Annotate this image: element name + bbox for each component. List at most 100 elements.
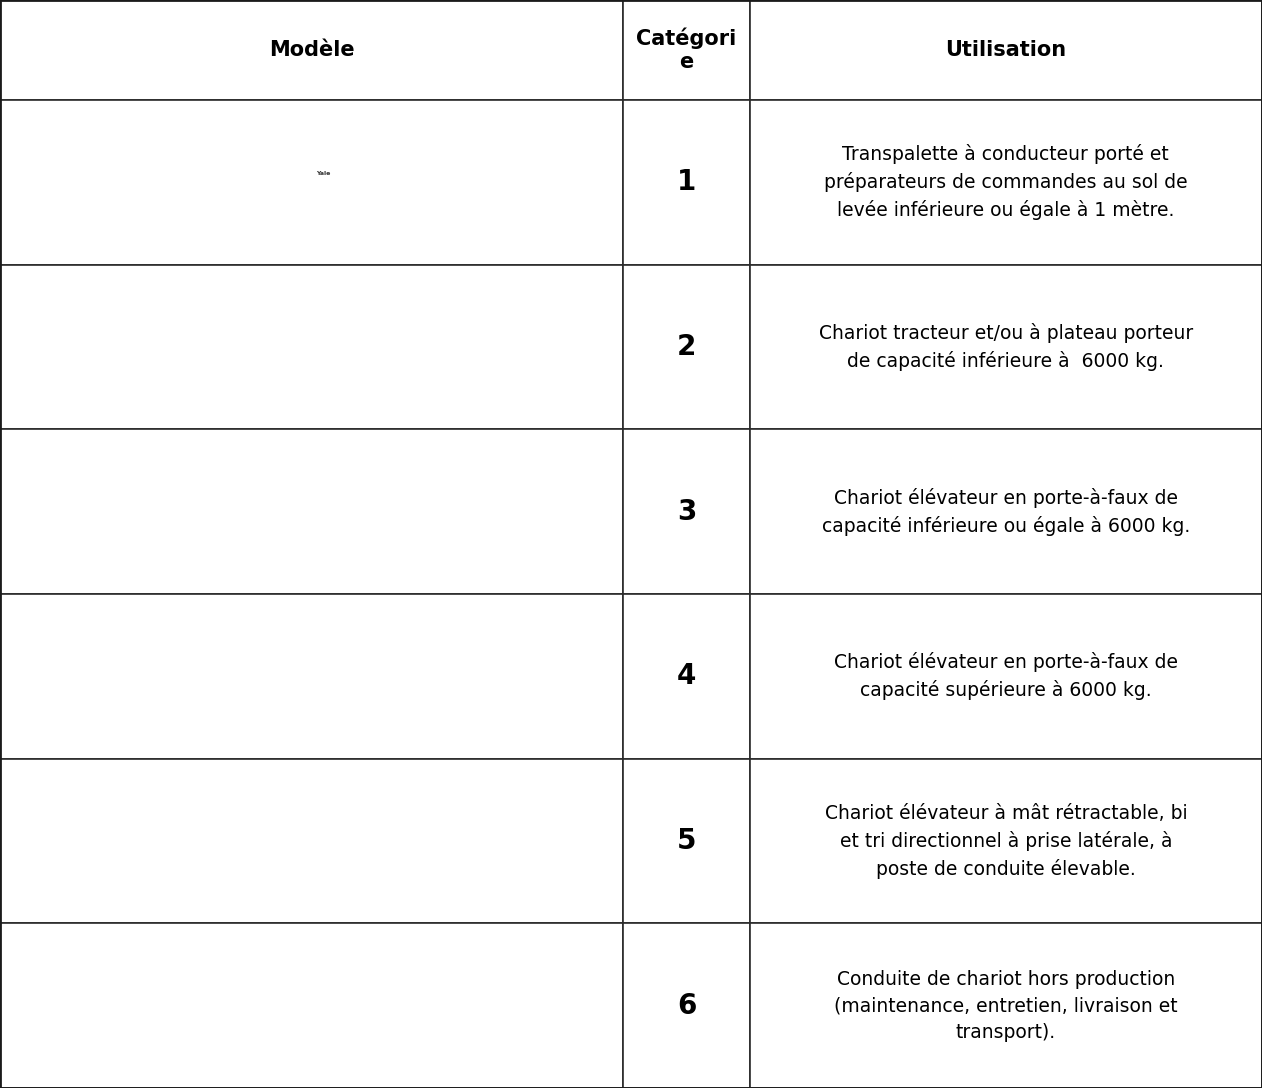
Bar (369, 844, 394, 850)
FancyBboxPatch shape (404, 165, 442, 199)
Bar (323, 184, 409, 189)
Circle shape (429, 195, 442, 207)
FancyBboxPatch shape (328, 319, 377, 345)
Bar (150, 856, 177, 862)
Bar (262, 631, 286, 635)
Bar (0, 430, 623, 594)
Circle shape (347, 696, 374, 724)
Bar (0, 758, 623, 924)
Bar (750, 594, 1262, 758)
Bar (222, 680, 266, 688)
Circle shape (250, 368, 261, 379)
Circle shape (345, 864, 361, 881)
Bar (623, 758, 750, 924)
Bar (338, 493, 357, 531)
Circle shape (353, 703, 367, 717)
Circle shape (405, 359, 429, 383)
Circle shape (198, 368, 208, 379)
Bar (319, 758, 327, 849)
Circle shape (245, 362, 266, 384)
Bar (623, 100, 750, 264)
Bar (218, 856, 245, 862)
Bar (623, 264, 750, 430)
Circle shape (273, 534, 284, 546)
Bar (245, 196, 295, 202)
Bar (623, 594, 750, 758)
Bar (262, 586, 273, 677)
FancyBboxPatch shape (290, 157, 352, 205)
Bar (207, 324, 247, 350)
Bar (262, 658, 286, 663)
Text: 2: 2 (676, 333, 697, 361)
Circle shape (345, 535, 355, 545)
Bar (106, 196, 165, 202)
Circle shape (338, 530, 360, 551)
Bar (425, 774, 433, 849)
Circle shape (193, 362, 213, 384)
Text: 3: 3 (676, 497, 697, 526)
Text: 4: 4 (676, 663, 697, 691)
Bar (0, 0, 623, 100)
Bar (222, 693, 266, 701)
Circle shape (158, 196, 173, 211)
Bar (750, 264, 1262, 430)
Text: Chariot élévateur en porte-à-faux de
capacité supérieure à 6000 kg.: Chariot élévateur en porte-à-faux de cap… (834, 653, 1177, 701)
Bar (180, 766, 188, 849)
Circle shape (390, 863, 404, 876)
Circle shape (293, 197, 308, 212)
Circle shape (191, 862, 207, 878)
Bar (278, 586, 286, 677)
Text: Catégori
e: Catégori e (636, 27, 737, 73)
FancyBboxPatch shape (266, 485, 346, 539)
Bar (750, 0, 1262, 100)
FancyBboxPatch shape (286, 823, 348, 866)
Bar (222, 526, 259, 531)
Circle shape (151, 863, 165, 876)
Bar (750, 924, 1262, 1088)
Bar (414, 774, 422, 849)
Circle shape (326, 359, 350, 383)
FancyBboxPatch shape (270, 650, 361, 709)
Bar (386, 856, 454, 864)
Text: Conduite de chariot hors production
(maintenance, entretien, livraison et
transp: Conduite de chariot hors production (mai… (834, 969, 1177, 1041)
Bar (262, 604, 286, 608)
Circle shape (266, 528, 290, 553)
Circle shape (230, 863, 244, 876)
Bar (266, 339, 304, 362)
Text: Chariot élévateur à mât rétractable, bi
et tri directionnel à prise latérale, à
: Chariot élévateur à mât rétractable, bi … (824, 804, 1188, 878)
Bar (750, 100, 1262, 264)
Text: 6: 6 (676, 991, 697, 1019)
Circle shape (281, 703, 297, 718)
Circle shape (274, 695, 304, 725)
Bar (106, 186, 165, 193)
Text: Chariot tracteur et/ou à plateau porteur
de capacité inférieure à  6000 kg.: Chariot tracteur et/ou à plateau porteur… (819, 323, 1193, 371)
FancyBboxPatch shape (404, 823, 453, 866)
Bar (0, 264, 623, 430)
Text: 1: 1 (676, 169, 697, 197)
Circle shape (406, 195, 419, 207)
Text: Yale: Yale (316, 171, 331, 176)
Bar (0, 100, 623, 264)
Text: Modèle: Modèle (269, 40, 355, 60)
Bar (327, 339, 432, 366)
Bar (0, 594, 623, 758)
Bar (623, 0, 750, 100)
Text: 5: 5 (676, 827, 697, 855)
Bar (192, 766, 199, 849)
Circle shape (410, 366, 423, 378)
FancyBboxPatch shape (170, 819, 225, 866)
Circle shape (442, 863, 456, 876)
Bar (623, 430, 750, 594)
Text: Utilisation: Utilisation (945, 40, 1066, 60)
Circle shape (211, 196, 226, 211)
Bar (251, 456, 259, 516)
Circle shape (332, 366, 345, 378)
FancyBboxPatch shape (159, 159, 232, 202)
FancyBboxPatch shape (188, 317, 271, 373)
Bar (222, 516, 259, 521)
Bar (274, 856, 361, 865)
Bar (750, 430, 1262, 594)
Bar (289, 470, 327, 492)
Text: Chariot élévateur en porte-à-faux de
capacité inférieure ou égale à 6000 kg.: Chariot élévateur en porte-à-faux de cap… (822, 487, 1190, 535)
Circle shape (334, 197, 350, 212)
